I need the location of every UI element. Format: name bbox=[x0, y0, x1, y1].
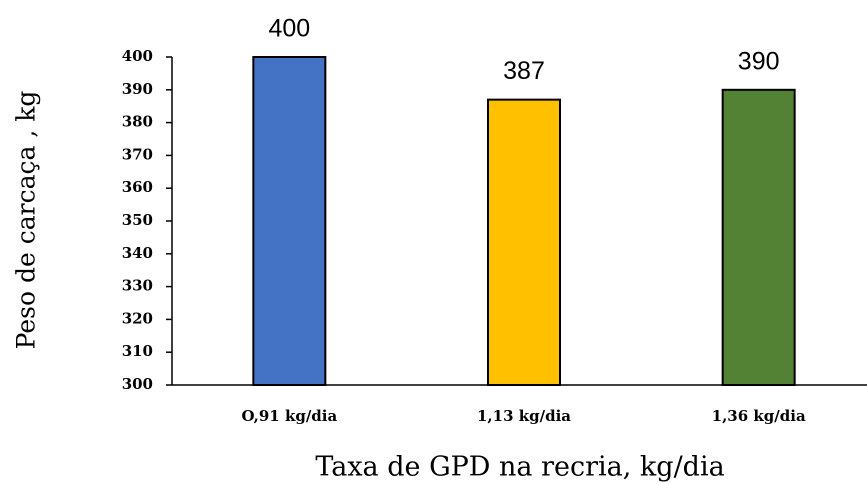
y-tick-label: 380 bbox=[122, 113, 153, 131]
x-tick-label: O,91 kg/dia bbox=[241, 407, 337, 425]
value-label: 390 bbox=[738, 47, 780, 75]
value-label: 387 bbox=[503, 57, 545, 85]
y-axis-title: Peso de carcaça , kg bbox=[12, 91, 41, 350]
y-tick-label: 310 bbox=[122, 342, 153, 360]
x-tick-label: 1,13 kg/dia bbox=[477, 407, 571, 425]
x-tick-label: 1,36 kg/dia bbox=[712, 407, 806, 425]
y-tick-label: 400 bbox=[122, 47, 153, 65]
bar bbox=[721, 88, 796, 387]
bar bbox=[487, 98, 561, 386]
y-tick-label: 300 bbox=[122, 375, 153, 393]
y-tick-label: 330 bbox=[122, 277, 153, 295]
value-label: 400 bbox=[268, 15, 310, 43]
x-axis-title: Taxa de GPD na recria, kg/dia bbox=[315, 452, 724, 483]
y-tick-label: 390 bbox=[122, 80, 153, 98]
y-tick-label: 370 bbox=[122, 145, 153, 163]
y-tick-label: 320 bbox=[122, 309, 153, 327]
y-tick-label: 350 bbox=[122, 211, 153, 229]
y-tick-label: 340 bbox=[122, 244, 153, 262]
bar bbox=[252, 56, 327, 386]
y-tick-label: 360 bbox=[122, 178, 153, 196]
